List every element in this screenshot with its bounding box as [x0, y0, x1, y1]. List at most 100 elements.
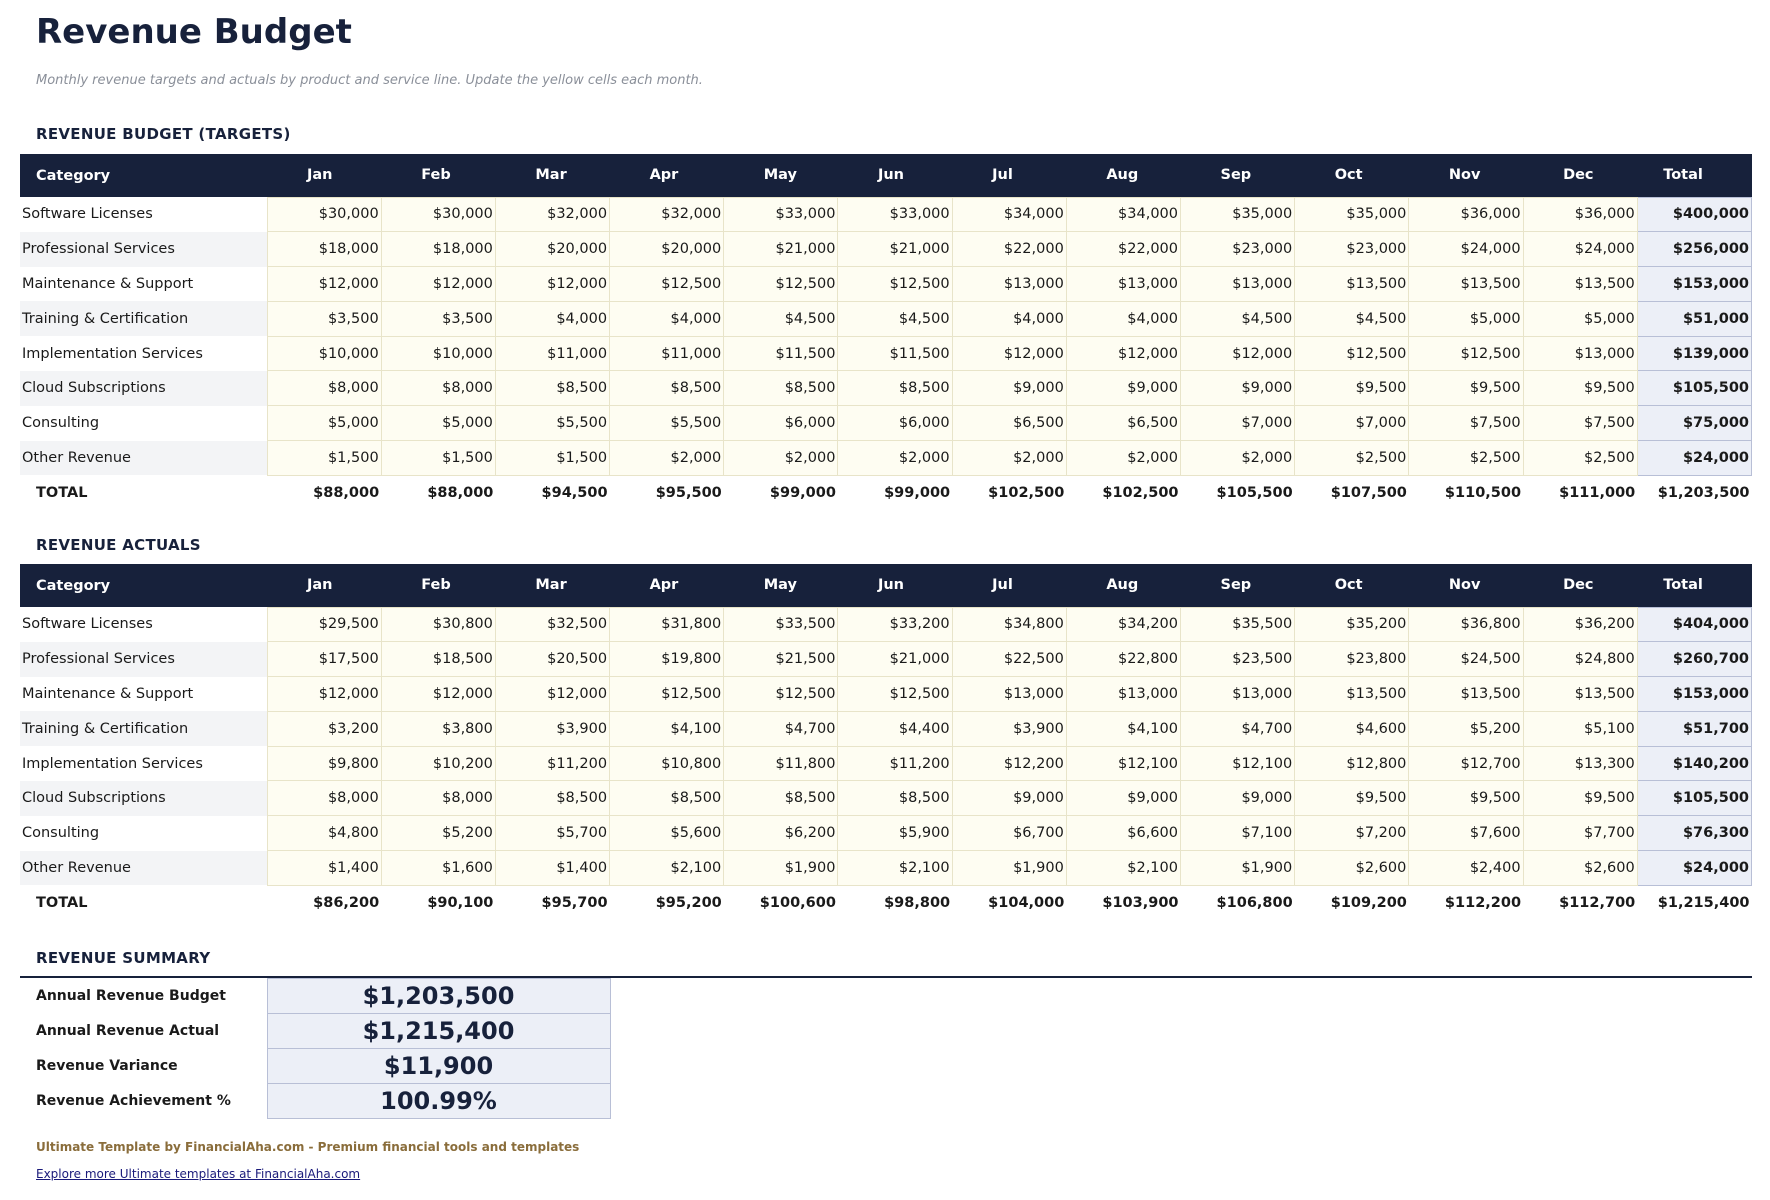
value-cell: $12,000 [1065, 335, 1182, 372]
value-cell: $12,000 [266, 266, 382, 302]
column-header: Mar [495, 154, 610, 197]
value-cell: $5,000 [1408, 300, 1524, 337]
value-cell: $4,000 [494, 300, 611, 337]
value-cell: $12,500 [609, 266, 725, 302]
value-cell: $105,500 [1636, 780, 1753, 817]
category-cell: Other Revenue [20, 440, 267, 476]
value-cell: $9,000 [1179, 780, 1296, 817]
value-cell: $9,500 [1294, 780, 1410, 817]
value-cell: $10,800 [609, 745, 725, 782]
value-cell: $9,500 [1522, 780, 1638, 817]
value-cell: $13,000 [1065, 266, 1182, 302]
value-cell: $33,000 [723, 196, 839, 233]
data-row: Maintenance & Support $12,000 $12,000 $12,0… [20, 266, 1753, 302]
total-cell: $100,600 [723, 885, 838, 921]
value-cell: $4,500 [1179, 300, 1296, 337]
value-cell: $2,000 [951, 440, 1067, 476]
value-cell: $17,500 [266, 641, 382, 678]
value-cell: $2,400 [1408, 850, 1524, 886]
value-cell: $24,500 [1408, 641, 1524, 678]
header-row: Category Jan Feb Mar Apr May Jun Jul Aug Sep Oct No… [20, 154, 1752, 197]
link[interactable]: Explore more Ultimate templates at Finan… [36, 1167, 361, 1181]
column-header: Sep [1180, 154, 1295, 197]
value-cell: $3,900 [951, 710, 1067, 747]
data-row: Training & Certification $3,500 $3,500 $4,0… [20, 300, 1753, 337]
value-cell: $6,000 [723, 405, 839, 442]
value-cell: $13,500 [1408, 676, 1524, 712]
value-cell: $139,000 [1636, 335, 1753, 372]
value-cell: $22,000 [951, 231, 1067, 268]
credit: Ultimate Template by FinancialAha.com - … [36, 1140, 580, 1154]
total-cell: $106,800 [1180, 885, 1295, 921]
value-cell: $23,000 [1294, 231, 1410, 268]
value-cell: $6,500 [951, 405, 1067, 442]
value-cell: $3,800 [380, 710, 496, 747]
value-cell: $10,200 [380, 745, 496, 782]
data-row: Implementation Services $10,000 $10,000 $11… [20, 335, 1753, 372]
category-cell: Implementation Services [20, 746, 267, 781]
value-cell: $34,200 [1065, 606, 1182, 643]
value-cell: $4,400 [837, 710, 953, 747]
value-cell: $35,000 [1179, 196, 1296, 233]
column-header: Dec [1523, 154, 1638, 197]
category-cell: Training & Certification [20, 301, 267, 337]
value-cell: $13,000 [951, 676, 1067, 712]
column-header: Jun [837, 154, 953, 197]
value-cell: $4,800 [266, 815, 382, 852]
column-header: Apr [609, 154, 724, 197]
value-cell: $9,000 [951, 370, 1067, 407]
value-cell: $7,000 [1179, 405, 1296, 442]
data-row: Consulting $5,000 $5,000 $5,500 $5,500 $6,000… [20, 405, 1753, 442]
value-cell: $30,000 [266, 196, 382, 233]
value-cell: $30,800 [380, 606, 496, 643]
value-cell: $12,500 [1408, 335, 1524, 372]
total-label: TOTAL [20, 475, 267, 511]
value-cell: $260,700 [1636, 641, 1753, 678]
value-cell: $1,400 [494, 850, 611, 886]
summary-value: $1,203,500 [266, 978, 611, 1014]
value-cell: $9,500 [1294, 370, 1410, 407]
value-cell: $30,000 [380, 196, 496, 233]
data-row: Training & Certification $3,200 $3,800 $3,9… [20, 710, 1753, 747]
value-cell: $8,500 [609, 370, 725, 407]
value-cell: $11,800 [723, 745, 839, 782]
category-cell: Maintenance & Support [20, 676, 267, 712]
value-cell: $4,700 [1179, 710, 1296, 747]
data-row: Consulting $4,800 $5,200 $5,700 $5,600 $6,200… [20, 815, 1753, 852]
value-cell: $1,400 [266, 850, 382, 886]
total-cell: $103,900 [1066, 885, 1181, 921]
subtitle: Monthly revenue targets and actuals by p… [36, 73, 703, 88]
value-cell: $36,000 [1522, 196, 1638, 233]
value-cell: $8,500 [837, 370, 953, 407]
column-header: Jul [952, 564, 1067, 607]
value-cell: $105,500 [1636, 370, 1753, 407]
value-cell: $12,700 [1408, 745, 1524, 782]
value-cell: $13,000 [951, 266, 1067, 302]
column-header: Total [1637, 564, 1752, 607]
value-cell: $6,200 [723, 815, 839, 852]
value-cell: $9,500 [1408, 370, 1524, 407]
value-cell: $3,200 [266, 710, 382, 747]
value-cell: $5,100 [1522, 710, 1638, 747]
data-row: Other Revenue $1,500 $1,500 $1,500 $2,000 $2,… [20, 440, 1753, 476]
total-cell: $95,500 [609, 475, 724, 511]
category-cell: Professional Services [20, 641, 267, 677]
value-cell: $8,500 [723, 780, 839, 817]
value-cell: $8,500 [837, 780, 953, 817]
value-cell: $12,100 [1179, 745, 1296, 782]
value-cell: $2,000 [723, 440, 839, 476]
value-cell: $13,500 [1522, 676, 1638, 712]
data-row: Software Licenses $30,000 $30,000 $32,000 $3… [20, 196, 1753, 233]
value-cell: $5,600 [609, 815, 725, 852]
value-cell: $7,500 [1408, 405, 1524, 442]
value-cell: $12,100 [1065, 745, 1182, 782]
column-header: May [723, 154, 838, 197]
column-header: Sep [1180, 564, 1295, 607]
value-cell: $20,000 [494, 231, 611, 268]
value-cell: $400,000 [1636, 196, 1753, 233]
value-cell: $7,600 [1408, 815, 1524, 852]
value-cell: $51,700 [1636, 710, 1753, 747]
value-cell: $24,800 [1522, 641, 1638, 678]
data-row: Software Licenses $29,500 $30,800 $32,500 $3… [20, 606, 1753, 643]
category-cell: Software Licenses [20, 197, 267, 232]
